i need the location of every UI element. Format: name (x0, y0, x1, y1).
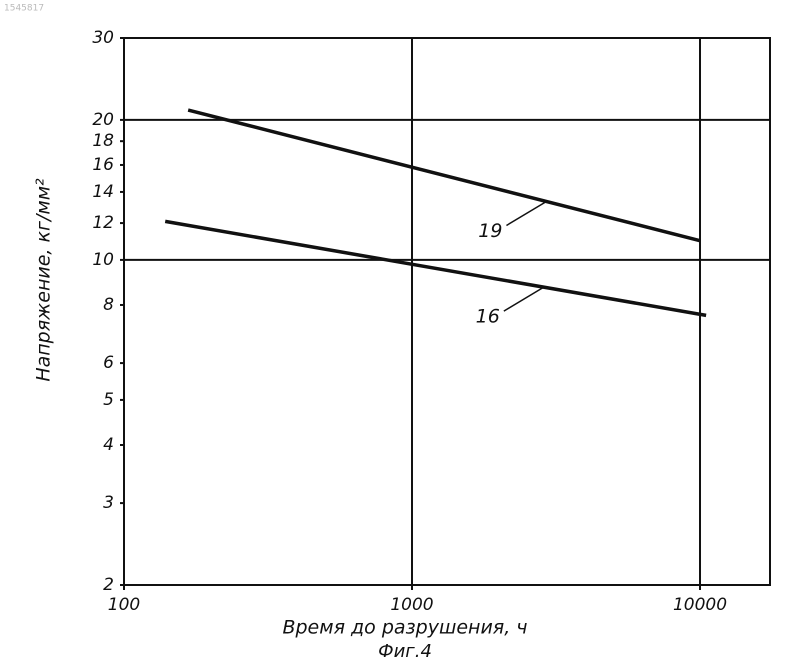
series-label: 16 (476, 306, 500, 328)
leader-line (506, 201, 546, 225)
y-tick-label: 6 (103, 353, 114, 373)
y-tick-label: 20 (92, 110, 114, 130)
y-tick-label: 18 (92, 131, 114, 151)
y-tick-label: 2 (103, 575, 114, 595)
series-label: 19 (478, 220, 502, 242)
data-line (188, 110, 700, 241)
y-tick-label: 3 (103, 493, 114, 513)
x-tick-label: 1000 (390, 595, 433, 615)
doc-id: 1545817 (4, 4, 44, 14)
y-tick-label: 14 (92, 182, 114, 202)
y-tick-label: 5 (103, 390, 114, 410)
y-tick-label: 12 (92, 213, 114, 233)
data-line (165, 221, 706, 315)
y-tick-label: 10 (92, 250, 114, 270)
y-tick-label: 4 (103, 435, 114, 455)
y-tick-label: 8 (103, 295, 114, 315)
y-axis-label: Напряжение, кг/мм² (33, 178, 55, 382)
x-tick-label: 100 (108, 595, 140, 615)
x-axis-label: Время до разрушения, ч (282, 617, 527, 639)
x-tick-label: 10000 (673, 595, 727, 615)
caption: Фиг.4 (378, 641, 432, 662)
chart: 1545817 Время до разрушения, ч Фиг.4 Нап… (0, 0, 800, 668)
y-tick-label: 30 (92, 28, 114, 48)
y-tick-label: 16 (92, 155, 114, 175)
leader-line (504, 287, 544, 311)
